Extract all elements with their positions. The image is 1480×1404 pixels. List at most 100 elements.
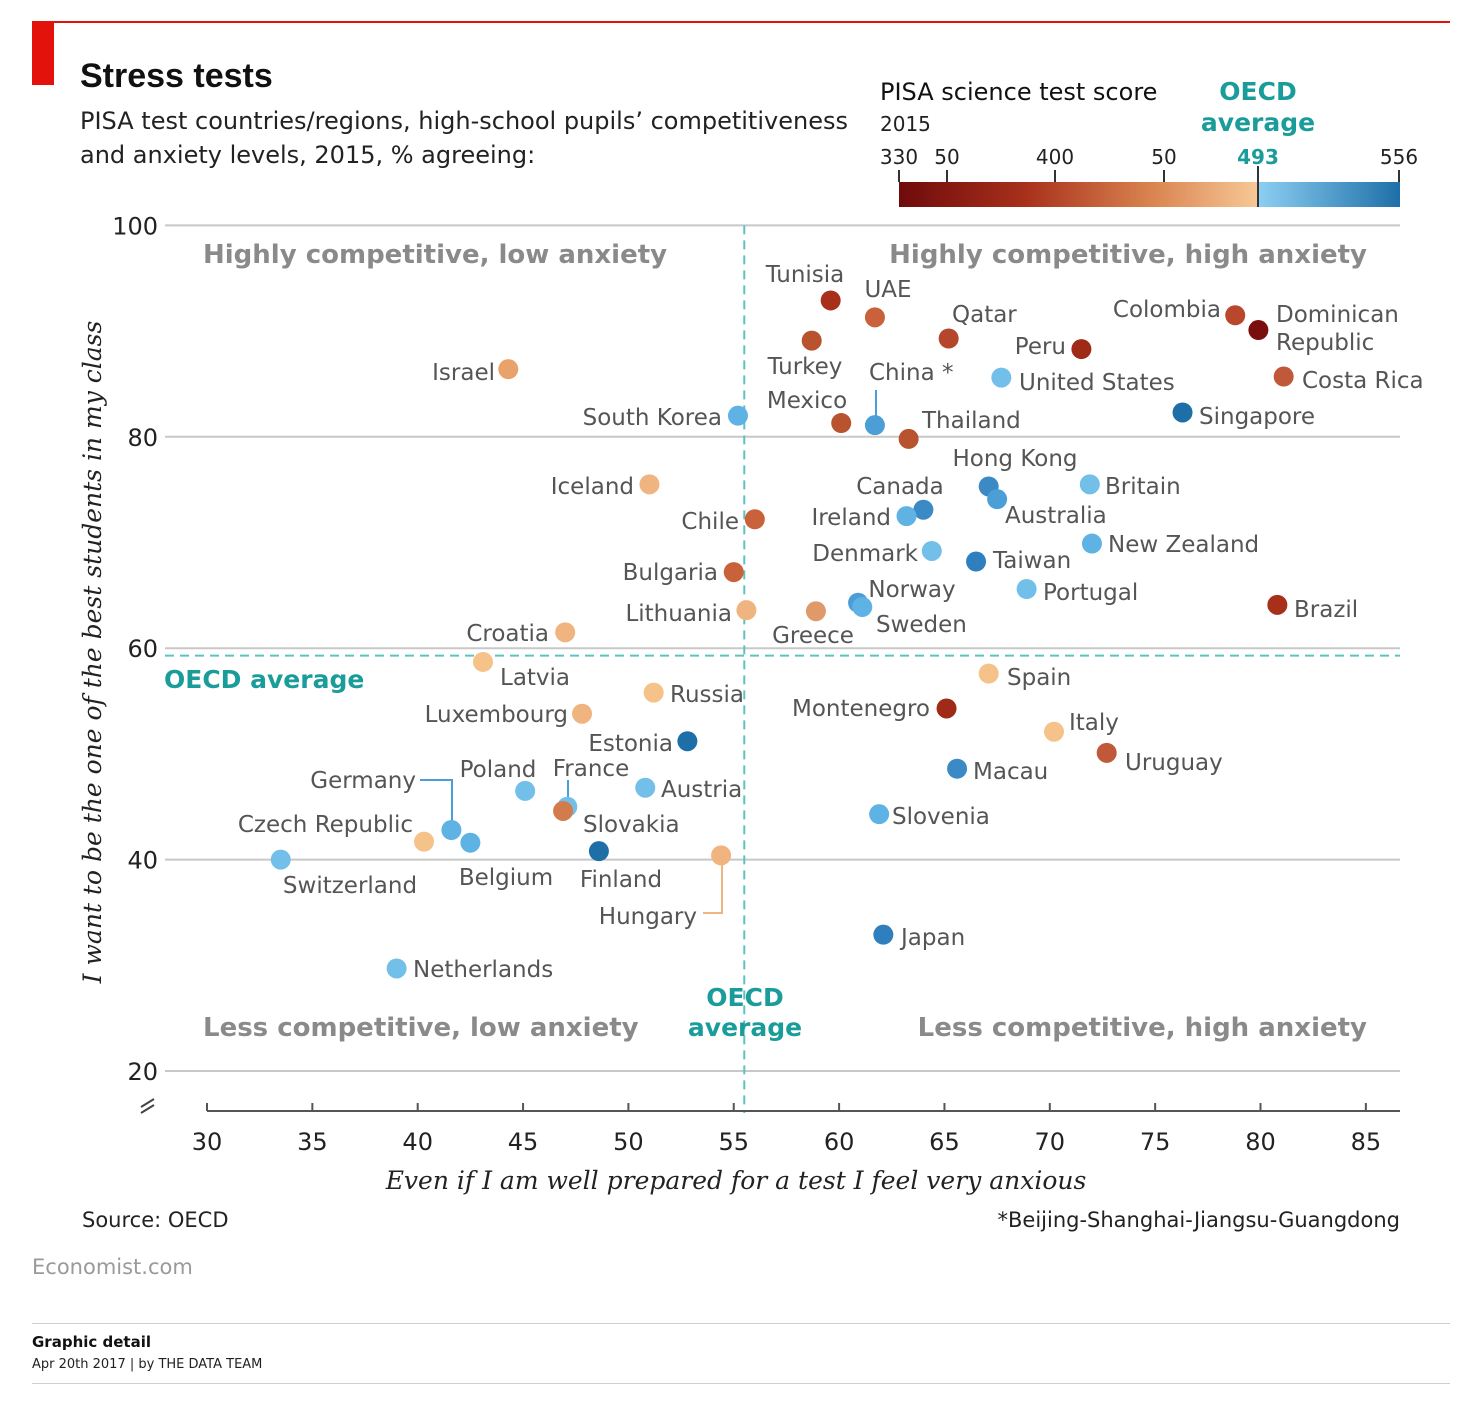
x-tick-label: 60 — [824, 1128, 855, 1156]
point-netherlands — [386, 958, 407, 979]
point-tunisia — [820, 290, 841, 311]
point-germany — [441, 820, 462, 841]
point-label-israel: Israel — [432, 360, 495, 386]
point-label-australia: Australia — [1005, 503, 1107, 529]
chart-canvas: Stress tests PISA test countries/regions… — [32, 21, 1450, 1232]
point-japan — [873, 924, 894, 945]
x-tick-label: 40 — [402, 1128, 433, 1156]
point-australia — [987, 489, 1008, 510]
point-ireland — [896, 506, 917, 527]
source-note: Source: OECD — [82, 1208, 229, 1232]
legend-tick-label: 50 — [934, 145, 959, 169]
point-macau — [947, 758, 968, 779]
point-label-germany: Germany — [310, 768, 416, 794]
x-tick-label: 55 — [718, 1128, 749, 1156]
y-tick-label: 20 — [127, 1058, 158, 1086]
point-belgium — [460, 832, 481, 853]
point-label-mexico: Mexico — [767, 388, 847, 414]
point-label-spain: Spain — [1007, 665, 1071, 691]
point-label-slovenia: Slovenia — [892, 804, 990, 830]
point-label-austria: Austria — [661, 777, 742, 803]
chart-subtitle-line1: PISA test countries/regions, high-school… — [80, 107, 848, 135]
point-label-netherlands: Netherlands — [413, 957, 553, 983]
point-label-denmark: Denmark — [812, 541, 918, 567]
legend-bar-below-average — [899, 182, 1258, 207]
point-label-britain: Britain — [1105, 474, 1181, 500]
x-tick-label: 65 — [929, 1128, 960, 1156]
point-label-uruguay: Uruguay — [1125, 750, 1223, 776]
point-label-lithuania: Lithuania — [625, 601, 732, 627]
point-label-hungary: Hungary — [599, 904, 697, 930]
point-uae — [864, 307, 885, 328]
point-label-dominican-2: Republic — [1276, 330, 1374, 356]
point-costa-rica — [1273, 366, 1294, 387]
point-label-peru: Peru — [1015, 334, 1066, 360]
legend-tick-label: 400 — [1036, 145, 1074, 169]
point-czech-republic — [414, 831, 435, 852]
point-label-bulgaria: Bulgaria — [623, 560, 718, 586]
point-israel — [498, 359, 519, 380]
oecd-average-label-vertical-line1: OECD — [706, 983, 783, 1012]
point-labels: Tunisia UAE Qatar Turkey Colombia Domini… — [238, 262, 1424, 983]
y-tick-label: 60 — [127, 635, 158, 663]
point-new-zealand — [1081, 533, 1102, 554]
point-united-states — [991, 367, 1012, 388]
quadrant-label-bottom-right: Less competitive, high anxiety — [918, 1013, 1367, 1043]
point-slovenia — [869, 804, 890, 825]
x-tick-label: 75 — [1140, 1128, 1171, 1156]
footer-divider-bottom — [32, 1383, 1450, 1384]
section-label[interactable]: Graphic detail — [32, 1333, 151, 1351]
point-label-croatia: Croatia — [466, 621, 549, 647]
point-portugal — [1016, 579, 1037, 600]
point-spain — [978, 663, 999, 684]
point-mexico — [831, 413, 852, 434]
point-label-macau: Macau — [973, 759, 1048, 785]
point-label-dominican-1: Dominican — [1276, 302, 1399, 328]
point-label-czech-republic: Czech Republic — [238, 812, 413, 838]
point-colombia — [1225, 305, 1246, 326]
point-hungary — [711, 845, 732, 866]
x-tick-label: 85 — [1351, 1128, 1382, 1156]
quadrant-label-bottom-left: Less competitive, low anxiety — [203, 1013, 639, 1043]
legend-oecd-line2: average — [1201, 108, 1315, 137]
point-montenegro — [936, 698, 957, 719]
point-label-greece: Greece — [772, 623, 854, 649]
red-tag — [32, 21, 54, 85]
brand-wordmark: Economist.com — [32, 1255, 193, 1279]
point-label-thailand: Thailand — [921, 408, 1021, 434]
quadrant-label-top-right: Highly competitive, high anxiety — [889, 240, 1367, 270]
axes: 20 40 60 80 100 30 35 40 45 50 55 60 65 70 75 80 85 — [112, 212, 1400, 1156]
oecd-average-label-vertical-line2: average — [688, 1013, 802, 1042]
point-label-taiwan: Taiwan — [992, 548, 1071, 574]
leader-line-hungary — [703, 858, 723, 914]
point-label-uae: UAE — [864, 277, 911, 303]
y-tick-label: 100 — [112, 212, 158, 240]
point-qatar — [938, 328, 959, 349]
footer-divider-top — [32, 1323, 1450, 1324]
grid — [165, 224, 1400, 1113]
point-label-latvia: Latvia — [500, 665, 570, 691]
point-label-estonia: Estonia — [588, 731, 673, 757]
point-switzerland — [270, 849, 291, 870]
point-label-singapore: Singapore — [1199, 404, 1315, 430]
point-label-japan: Japan — [899, 925, 965, 951]
point-label-costa-rica: Costa Rica — [1302, 368, 1424, 394]
y-tick-label: 40 — [127, 847, 158, 875]
point-thailand — [898, 428, 919, 449]
dateline: Apr 20th 2017 | by THE DATA TEAM — [32, 1357, 263, 1372]
point-china — [864, 415, 885, 436]
chart-subtitle-line2: and anxiety levels, 2015, % agreeing: — [80, 141, 535, 169]
point-label-colombia: Colombia — [1113, 297, 1221, 323]
legend-year: 2015 — [880, 112, 931, 136]
point-label-hong-kong: Hong Kong — [952, 446, 1077, 472]
point-chile — [744, 509, 765, 530]
axis-break-icon — [140, 1098, 155, 1114]
point-estonia — [677, 731, 698, 752]
y-axis-title: I want to be the one of the best student… — [78, 321, 107, 985]
point-label-qatar: Qatar — [952, 302, 1017, 328]
point-south-korea — [727, 405, 748, 426]
top-rule — [32, 21, 1450, 23]
quadrant-label-top-left: Highly competitive, low anxiety — [203, 240, 667, 270]
point-sweden — [852, 596, 873, 617]
y-tick-label: 80 — [127, 424, 158, 452]
